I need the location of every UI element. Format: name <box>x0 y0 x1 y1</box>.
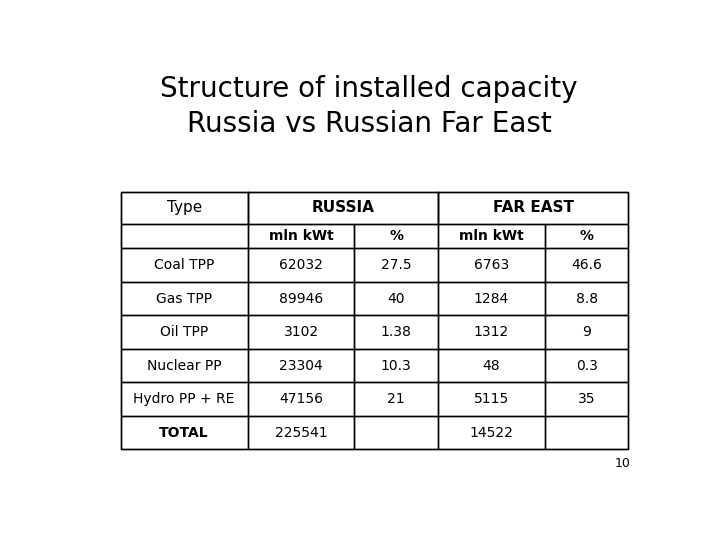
Bar <box>248 349 354 382</box>
Text: 40: 40 <box>387 292 405 306</box>
Bar <box>354 282 438 315</box>
Bar <box>354 315 438 349</box>
Bar <box>438 248 545 282</box>
Bar <box>354 382 438 416</box>
Bar <box>248 315 354 349</box>
Bar <box>121 224 248 248</box>
Text: 10.3: 10.3 <box>381 359 412 373</box>
Text: mln kWt: mln kWt <box>459 229 524 243</box>
Text: Gas TPP: Gas TPP <box>156 292 212 306</box>
Text: Nuclear PP: Nuclear PP <box>147 359 222 373</box>
Bar <box>121 382 248 416</box>
Bar <box>121 192 248 224</box>
Bar <box>354 224 438 248</box>
Text: 35: 35 <box>578 392 595 406</box>
Bar <box>354 349 438 382</box>
Text: 3102: 3102 <box>284 325 318 339</box>
Bar <box>438 224 545 248</box>
Bar <box>121 349 248 382</box>
Text: 225541: 225541 <box>275 426 328 440</box>
Text: 89946: 89946 <box>279 292 323 306</box>
Bar <box>545 382 629 416</box>
Bar <box>248 192 438 224</box>
Bar <box>545 282 629 315</box>
Text: mln kWt: mln kWt <box>269 229 333 243</box>
Text: FAR EAST: FAR EAST <box>492 200 574 215</box>
Bar <box>248 282 354 315</box>
Text: Coal TPP: Coal TPP <box>154 258 215 272</box>
Text: 47156: 47156 <box>279 392 323 406</box>
Text: 9: 9 <box>582 325 591 339</box>
Bar <box>438 282 545 315</box>
Text: TOTAL: TOTAL <box>159 426 209 440</box>
Text: 10: 10 <box>614 457 630 470</box>
Text: 21: 21 <box>387 392 405 406</box>
Bar <box>121 248 248 282</box>
Bar <box>438 315 545 349</box>
Bar <box>545 315 629 349</box>
Bar <box>354 416 438 449</box>
Text: 46.6: 46.6 <box>571 258 602 272</box>
Bar <box>121 315 248 349</box>
Text: Type: Type <box>166 200 202 215</box>
Text: 14522: 14522 <box>469 426 513 440</box>
Bar <box>545 224 629 248</box>
Bar <box>438 416 545 449</box>
Bar <box>438 192 629 224</box>
Text: %: % <box>390 229 403 243</box>
Text: 1.38: 1.38 <box>381 325 412 339</box>
Text: 6763: 6763 <box>474 258 509 272</box>
Bar <box>248 382 354 416</box>
Bar <box>545 349 629 382</box>
Text: 23304: 23304 <box>279 359 323 373</box>
Bar <box>248 224 354 248</box>
Bar <box>121 416 248 449</box>
Bar <box>248 248 354 282</box>
Bar <box>438 349 545 382</box>
Text: 62032: 62032 <box>279 258 323 272</box>
Text: 1284: 1284 <box>474 292 509 306</box>
Text: 5115: 5115 <box>474 392 509 406</box>
Text: %: % <box>580 229 593 243</box>
Bar <box>354 248 438 282</box>
Text: Hydro PP + RE: Hydro PP + RE <box>133 392 235 406</box>
Bar <box>545 248 629 282</box>
Bar <box>545 416 629 449</box>
Text: 1312: 1312 <box>474 325 509 339</box>
Bar <box>438 382 545 416</box>
Bar <box>121 282 248 315</box>
Text: 0.3: 0.3 <box>576 359 598 373</box>
Text: 27.5: 27.5 <box>381 258 412 272</box>
Text: Oil TPP: Oil TPP <box>160 325 208 339</box>
Text: 48: 48 <box>482 359 500 373</box>
Text: RUSSIA: RUSSIA <box>312 200 374 215</box>
Text: 8.8: 8.8 <box>575 292 598 306</box>
Text: Structure of installed capacity
Russia vs Russian Far East: Structure of installed capacity Russia v… <box>161 75 577 138</box>
Bar <box>248 416 354 449</box>
